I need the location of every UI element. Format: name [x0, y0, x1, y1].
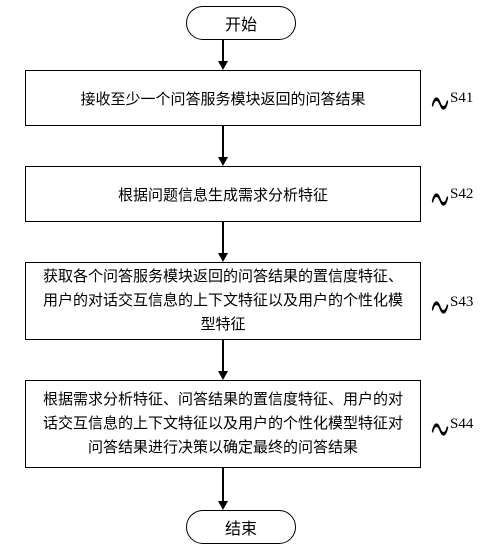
curly-s41: 〜 [431, 71, 449, 136]
arrow-2-head [218, 157, 228, 166]
end-label: 结束 [225, 515, 257, 539]
curly-s42: 〜 [431, 167, 449, 232]
label-s41: S41 [450, 90, 473, 107]
arrow-5 [222, 468, 224, 502]
curly-s44: 〜 [431, 397, 449, 462]
arrow-4 [222, 340, 224, 372]
step-s41-text: 接收至少一个问答服务模块返回的问答结果 [80, 88, 365, 109]
arrow-1 [222, 40, 224, 62]
arrow-3-head [218, 253, 228, 262]
flowchart-container: 开始 接收至少一个问答服务模块返回的问答结果 〜 S41 根据问题信息生成需求分… [0, 0, 500, 552]
step-s44: 根据需求分析特征、问答结果的置信度特征、用户的对话交互信息的上下文特征以及用户的… [25, 380, 421, 468]
step-s43-text: 获取各个问答服务模块返回的问答结果的置信度特征、用户的对话交互信息的上下文特征以… [38, 265, 408, 337]
step-s42: 根据问题信息生成需求分析特征 [25, 166, 421, 222]
label-s44: S44 [450, 416, 473, 433]
start-label: 开始 [225, 11, 257, 35]
start-terminal: 开始 [186, 6, 296, 40]
arrow-4-head [218, 371, 228, 380]
label-s43: S43 [450, 294, 473, 311]
arrow-5-head [218, 501, 228, 510]
arrow-3 [222, 222, 224, 254]
step-s44-text: 根据需求分析特征、问答结果的置信度特征、用户的对话交互信息的上下文特征以及用户的… [38, 388, 408, 460]
label-s42: S42 [450, 186, 473, 203]
end-terminal: 结束 [186, 510, 296, 544]
curly-s43: 〜 [431, 275, 449, 340]
step-s41: 接收至少一个问答服务模块返回的问答结果 [25, 70, 421, 126]
step-s42-text: 根据问题信息生成需求分析特征 [118, 184, 328, 205]
arrow-1-head [218, 61, 228, 70]
step-s43: 获取各个问答服务模块返回的问答结果的置信度特征、用户的对话交互信息的上下文特征以… [25, 262, 421, 340]
arrow-2 [222, 126, 224, 158]
